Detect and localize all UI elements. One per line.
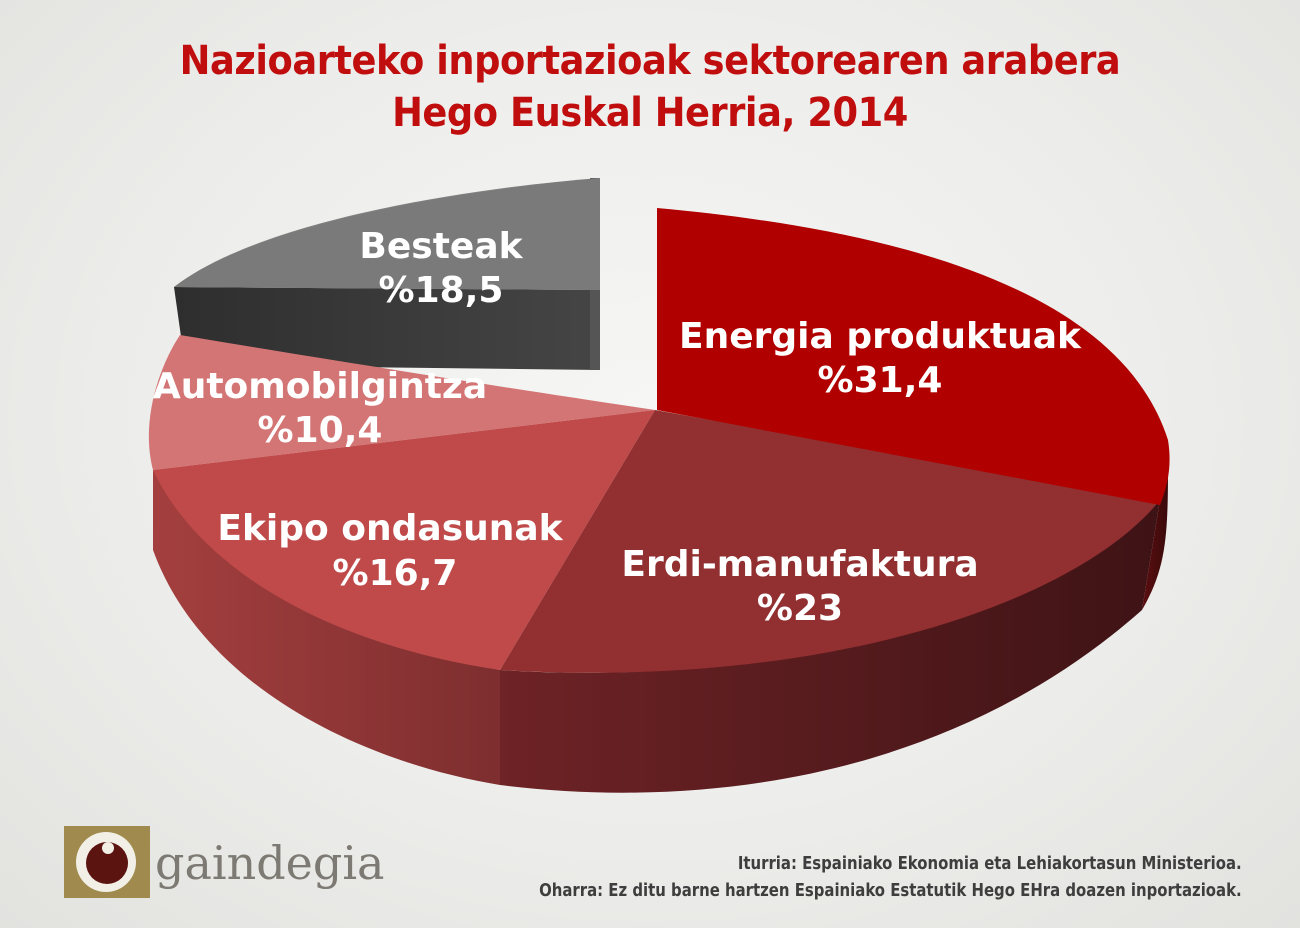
label-automobilgintza-name: Automobilgintza <box>153 366 487 407</box>
source-note: Iturria: Espainiako Ekonomia eta Lehiako… <box>738 853 1242 874</box>
label-besteak-name: Besteak <box>359 226 523 267</box>
label-erdi-value: %23 <box>757 588 843 629</box>
slice-group-besteak <box>174 178 600 370</box>
pie-slice-ekipo-ondasunak <box>153 410 655 670</box>
erdi-side <box>500 500 1160 793</box>
label-besteak-value: %18,5 <box>379 270 504 311</box>
note: Oharra: Ez ditu barne hartzen Espainiako… <box>539 880 1242 901</box>
chart-title-line2: Hego Euskal Herria, 2014 <box>392 90 908 136</box>
chart-title-line1: Nazioarteko inportazioak sektorearen ara… <box>179 38 1121 84</box>
logo-text: gaindegia <box>155 836 385 890</box>
pie-slice-energia-produktuak <box>657 208 1170 505</box>
gaindegia-logo-icon <box>64 826 150 898</box>
energy-side <box>1142 470 1168 610</box>
label-erdi-name: Erdi-manufaktura <box>621 544 978 585</box>
ekipo-side <box>153 470 500 785</box>
label-energia-value: %31,4 <box>818 360 943 401</box>
footnotes: Iturria: Espainiako Ekonomia eta Lehiako… <box>539 850 1242 904</box>
besteak-side <box>174 287 600 370</box>
pie-sides <box>153 470 1168 793</box>
label-automobilgintza-value: %10,4 <box>258 410 383 451</box>
pie-slice-erdi-manufaktura <box>500 410 1160 673</box>
besteak-top-shade <box>174 178 600 290</box>
label-energia-name: Energia produktuak <box>679 316 1082 357</box>
pie-slice-automobilgintza <box>148 335 655 470</box>
label-ekipo-value: %16,7 <box>333 553 458 594</box>
label-ekipo-name: Ekipo ondasunak <box>217 508 563 549</box>
